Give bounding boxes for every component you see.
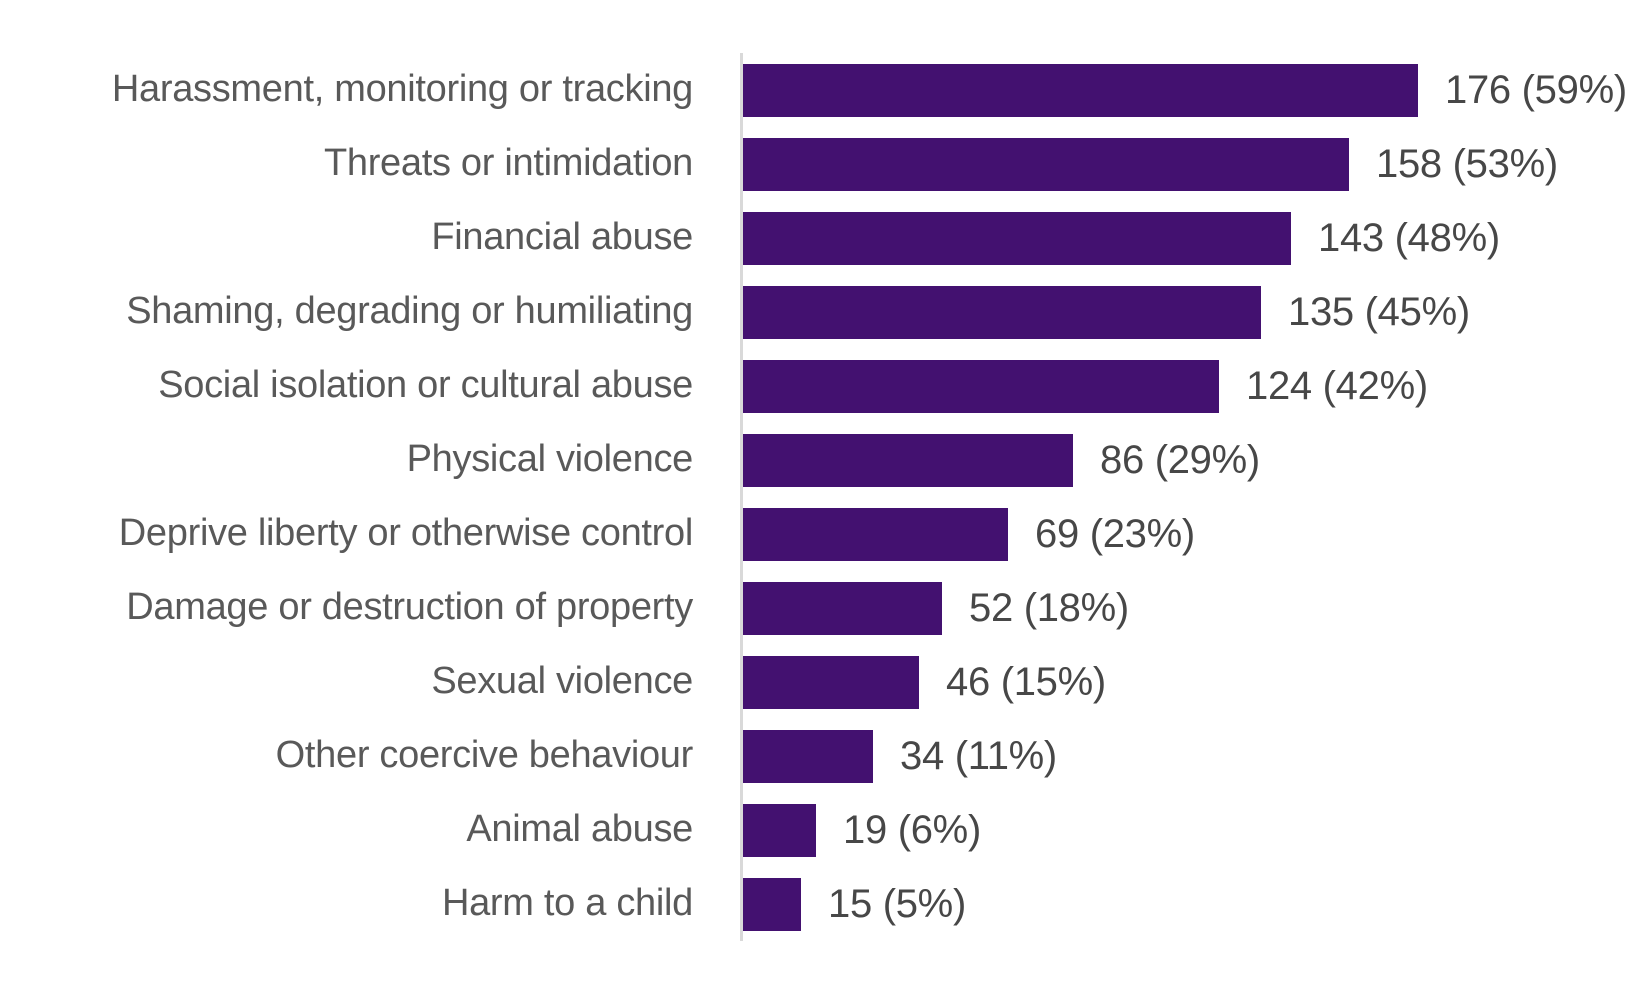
chart-row: Sexual violence 46 (15%): [0, 645, 1650, 719]
value-label: 69 (23%): [1035, 511, 1195, 556]
bar: [743, 211, 1291, 265]
bar: [743, 137, 1349, 191]
chart-row: Physical violence 86 (29%): [0, 423, 1650, 497]
value-label: 46 (15%): [946, 659, 1106, 704]
bar-area: 176 (59%): [740, 53, 1650, 127]
category-label: Sexual violence: [431, 660, 693, 703]
bar-area: 15 (5%): [740, 867, 1650, 941]
bar-area: 69 (23%): [740, 497, 1650, 571]
chart-row: Financial abuse 143 (48%): [0, 201, 1650, 275]
bar-area: 124 (42%): [740, 349, 1650, 423]
value-label: 52 (18%): [969, 585, 1129, 630]
value-label: 86 (29%): [1100, 437, 1260, 482]
bar-area: 34 (11%): [740, 719, 1650, 793]
bar: [743, 433, 1073, 487]
bar: [743, 359, 1219, 413]
category-label: Harm to a child: [441, 882, 693, 925]
bar-area: 158 (53%): [740, 127, 1650, 201]
category-label: Financial abuse: [431, 216, 693, 259]
value-label: 124 (42%): [1246, 363, 1428, 408]
bar: [743, 285, 1261, 339]
category-label: Threats or intimidation: [323, 142, 693, 185]
bar: [743, 63, 1418, 117]
category-label: Deprive liberty or otherwise control: [118, 512, 694, 555]
bar: [743, 507, 1008, 561]
chart-plot-area: Harassment, monitoring or tracking 176 (5…: [0, 53, 1650, 941]
bar: [743, 803, 816, 857]
bar-area: 46 (15%): [740, 645, 1650, 719]
chart-row: Deprive liberty or otherwise control 69 (…: [0, 497, 1650, 571]
chart-row: Other coercive behaviour 34 (11%): [0, 719, 1650, 793]
value-label: 143 (48%): [1318, 215, 1500, 260]
category-label: Social isolation or cultural abuse: [158, 364, 693, 407]
bar-area: 52 (18%): [740, 571, 1650, 645]
category-label: Damage or destruction of property: [126, 586, 693, 629]
value-label: 135 (45%): [1288, 289, 1470, 334]
chart-row: Harassment, monitoring or tracking 176 (5…: [0, 53, 1650, 127]
chart-row: Damage or destruction of property 52 (18%…: [0, 571, 1650, 645]
bar-area: 135 (45%): [740, 275, 1650, 349]
bar: [743, 877, 801, 931]
category-label: Animal abuse: [466, 808, 693, 851]
bar-area: 86 (29%): [740, 423, 1650, 497]
chart-row: Animal abuse 19 (6%): [0, 793, 1650, 867]
chart-row: Shaming, degrading or humiliating 135 (45…: [0, 275, 1650, 349]
value-label: 158 (53%): [1376, 141, 1558, 186]
bar: [743, 655, 919, 709]
value-label: 19 (6%): [843, 807, 981, 852]
category-label: Other coercive behaviour: [275, 734, 694, 777]
category-label: Physical violence: [406, 438, 694, 481]
category-label: Shaming, degrading or humiliating: [126, 290, 693, 333]
bar: [743, 581, 942, 635]
chart-row: Harm to a child 15 (5%): [0, 867, 1650, 941]
bar-area: 19 (6%): [740, 793, 1650, 867]
bar-area: 143 (48%): [740, 201, 1650, 275]
value-label: 34 (11%): [900, 733, 1057, 778]
value-label: 15 (5%): [828, 881, 966, 926]
chart-row: Threats or intimidation 158 (53%): [0, 127, 1650, 201]
value-label: 176 (59%): [1445, 67, 1627, 112]
bar: [743, 729, 873, 783]
category-label: Harassment, monitoring or tracking: [111, 68, 693, 111]
chart-row: Social isolation or cultural abuse 124 (4…: [0, 349, 1650, 423]
